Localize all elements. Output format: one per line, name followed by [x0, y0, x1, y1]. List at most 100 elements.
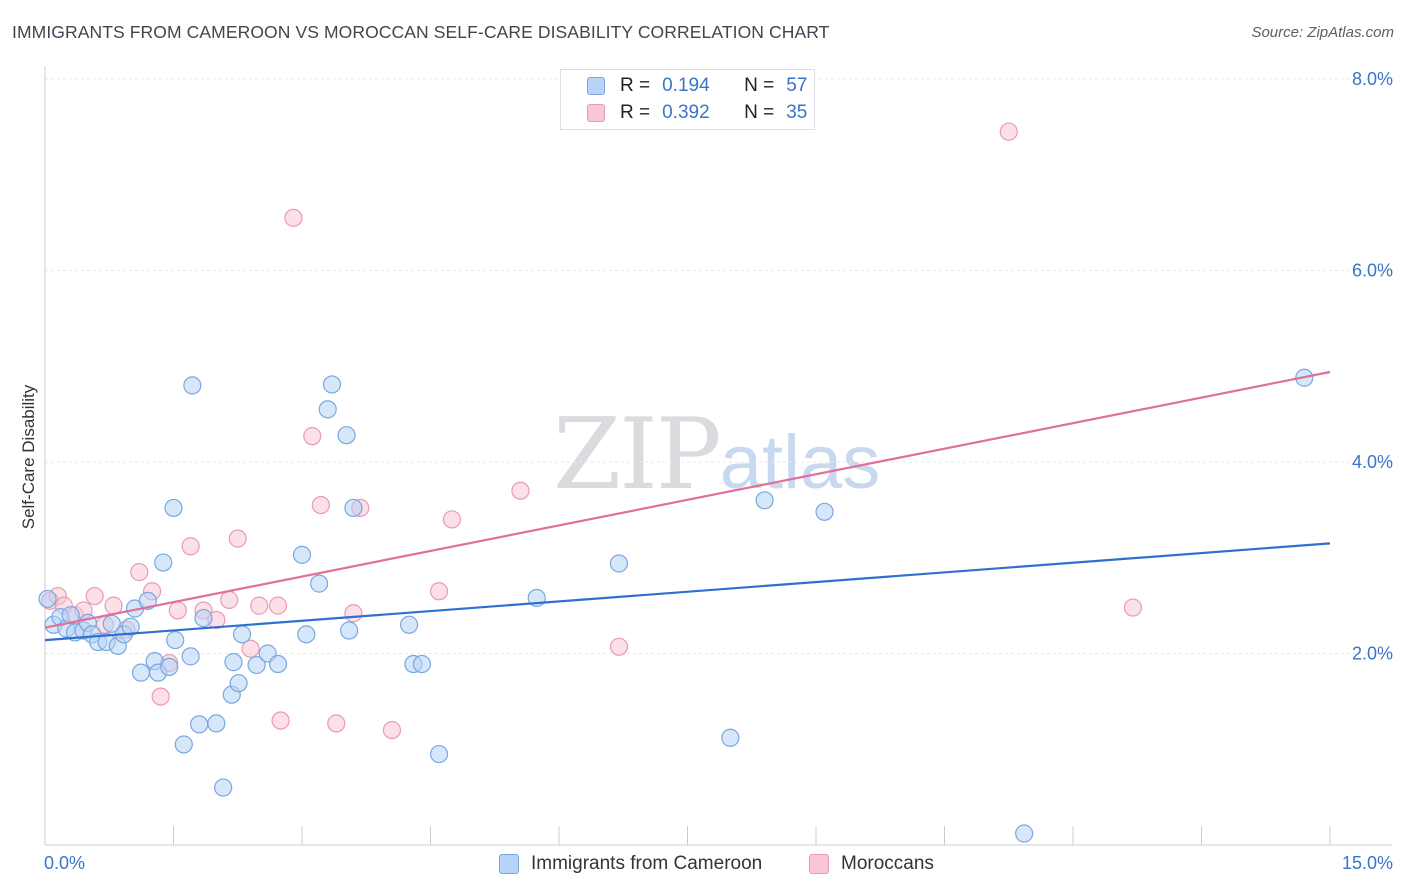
point-moroccans	[303, 427, 322, 446]
x-tick-label-max: 15.0%	[1342, 853, 1393, 873]
point-cameroon	[609, 554, 629, 573]
point-moroccans	[250, 596, 269, 615]
point-cameroon	[160, 657, 179, 677]
point-cameroon	[190, 715, 209, 734]
legend-swatch-cameroon	[499, 854, 519, 874]
point-moroccans	[311, 495, 330, 515]
y-tick-label: 2.0%	[1352, 644, 1393, 664]
chart-title: IMMIGRANTS FROM CAMEROON VS MOROCCAN SEL…	[12, 22, 830, 42]
point-cameroon	[292, 545, 312, 564]
point-cameroon	[224, 653, 243, 672]
trend-line-moroccans	[44, 370, 1331, 629]
point-moroccans	[228, 529, 247, 548]
x-tick-label-min: 0.0%	[44, 853, 85, 873]
point-cameroon	[38, 589, 57, 609]
point-moroccans	[181, 537, 200, 556]
point-cameroon	[138, 591, 157, 610]
axes	[44, 66, 1392, 846]
point-cameroon	[121, 617, 140, 636]
point-cameroon	[214, 778, 233, 797]
point-cameroon	[61, 606, 80, 625]
point-cameroon	[164, 498, 183, 518]
point-cameroon	[755, 491, 774, 510]
stats-legend: R = 0.194 N = 57 R = 0.392 N = 35	[560, 69, 815, 130]
legend-n-value: 57	[786, 75, 808, 96]
data-points	[38, 122, 1314, 843]
point-cameroon	[181, 647, 200, 666]
point-moroccans	[344, 604, 363, 623]
point-moroccans	[999, 122, 1018, 141]
gridlines	[45, 78, 1392, 654]
legend-label-cameroon: Immigrants from Cameroon	[531, 853, 763, 874]
point-moroccans	[241, 639, 260, 658]
point-cameroon	[322, 375, 342, 394]
point-cameroon	[340, 621, 359, 640]
source-label: Source: ZipAtlas.com	[1251, 24, 1394, 41]
legend-r-label: R =	[620, 102, 651, 123]
point-cameroon	[268, 654, 288, 674]
point-cameroon	[207, 714, 226, 733]
point-cameroon	[344, 498, 363, 518]
legend-r-value: 0.194	[662, 75, 710, 96]
legend-row-moroccans: R = 0.392 N = 35	[587, 100, 807, 126]
point-cameroon	[318, 400, 337, 419]
point-cameroon	[194, 608, 213, 628]
point-cameroon	[174, 735, 193, 754]
trend-lines	[44, 370, 1331, 642]
point-moroccans	[151, 687, 170, 706]
watermark-zip: ZIP	[553, 398, 722, 512]
point-moroccans	[168, 601, 187, 620]
y-axis-title: Self-Care Disability	[19, 384, 38, 529]
legend-r-label: R =	[620, 75, 651, 96]
point-moroccans	[511, 481, 530, 500]
point-cameroon	[1015, 824, 1034, 843]
watermark-atlas: atlas	[719, 420, 881, 505]
point-moroccans	[268, 596, 288, 615]
point-cameroon	[166, 630, 185, 650]
point-moroccans	[85, 586, 104, 606]
point-cameroon	[399, 615, 419, 634]
point-cameroon	[337, 426, 356, 445]
point-cameroon	[131, 663, 151, 682]
legend-n-label: N =	[744, 102, 775, 123]
point-moroccans	[130, 563, 149, 582]
point-moroccans	[442, 510, 462, 529]
legend-label-moroccans: Moroccans	[841, 853, 934, 874]
legend-swatch-moroccans	[587, 104, 605, 122]
point-cameroon	[229, 674, 248, 693]
point-cameroon	[429, 744, 449, 764]
point-cameroon	[247, 655, 266, 675]
legend-n-value: 35	[786, 102, 808, 123]
legend-item-cameroon[interactable]: Immigrants from Cameroon	[499, 851, 762, 877]
point-moroccans	[327, 714, 346, 733]
legend-r-value: 0.392	[662, 102, 710, 123]
point-moroccans	[382, 720, 402, 740]
trend-line-cameroon	[44, 542, 1331, 642]
point-moroccans	[284, 208, 303, 227]
point-cameroon	[412, 654, 432, 674]
point-cameroon	[297, 625, 316, 644]
point-moroccans	[1123, 598, 1143, 617]
point-cameroon	[310, 574, 329, 593]
point-cameroon	[232, 625, 252, 644]
axis-labels: 2.0% 4.0% 6.0% 8.0% 0.0% 15.0% Self-Care Disab…	[19, 69, 1393, 873]
y-tick-label: 4.0%	[1352, 452, 1393, 472]
point-moroccans	[609, 637, 629, 656]
point-moroccans	[429, 582, 449, 601]
series-legend: Immigrants from Cameroon Moroccans	[0, 851, 1406, 879]
point-moroccans	[220, 590, 239, 609]
legend-item-moroccans[interactable]: Moroccans	[809, 851, 934, 877]
point-cameroon	[721, 728, 740, 747]
point-cameroon	[183, 376, 202, 395]
legend-row-cameroon: R = 0.194 N = 57	[587, 73, 807, 99]
point-moroccans	[104, 596, 123, 615]
point-moroccans	[271, 711, 290, 730]
y-tick-label: 6.0%	[1352, 261, 1393, 281]
point-cameroon	[154, 553, 173, 572]
point-cameroon	[815, 502, 834, 521]
y-tick-label: 8.0%	[1352, 69, 1393, 89]
legend-swatch-cameroon	[587, 77, 605, 95]
legend-swatch-moroccans	[809, 854, 829, 874]
legend-n-label: N =	[744, 75, 775, 96]
